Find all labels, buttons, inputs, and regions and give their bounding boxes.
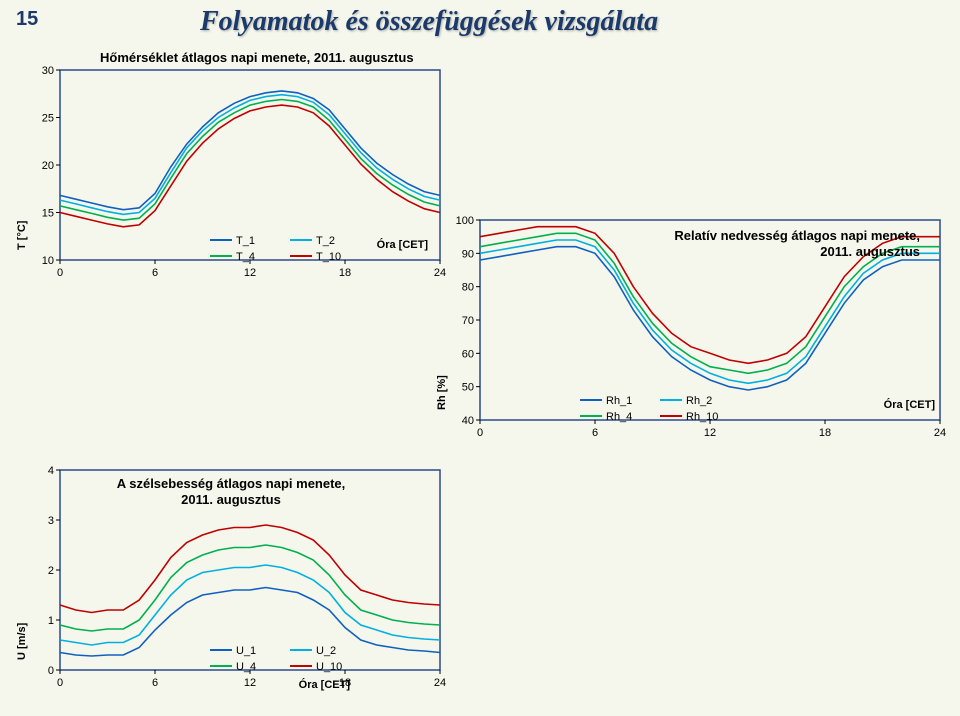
svg-text:2: 2: [48, 565, 54, 577]
svg-text:Rh_4: Rh_4: [606, 411, 632, 423]
svg-text:0: 0: [477, 427, 483, 439]
svg-text:12: 12: [244, 267, 256, 279]
svg-text:U_1: U_1: [236, 645, 256, 657]
svg-text:Rh_10: Rh_10: [686, 411, 718, 423]
svg-text:Relatív nedvesség átlagos napi: Relatív nedvesség átlagos napi menete,: [674, 228, 920, 243]
svg-text:U_10: U_10: [316, 661, 342, 673]
svg-text:10: 10: [42, 255, 54, 267]
svg-text:20: 20: [42, 160, 54, 172]
svg-text:18: 18: [339, 267, 351, 279]
svg-text:0: 0: [57, 267, 63, 279]
svg-text:24: 24: [934, 427, 946, 439]
svg-text:U_4: U_4: [236, 661, 256, 673]
wind-chart: 0123406121824U [m/s]A szélsebesség átlag…: [10, 440, 450, 700]
temperature-chart: 101520253006121824T [°C]Hőmérséklet átla…: [10, 40, 450, 290]
svg-text:T_2: T_2: [316, 235, 335, 247]
svg-text:24: 24: [434, 677, 446, 689]
svg-text:2011. augusztus: 2011. augusztus: [181, 492, 281, 507]
svg-text:Rh_2: Rh_2: [686, 395, 712, 407]
svg-text:25: 25: [42, 113, 54, 125]
svg-text:12: 12: [704, 427, 716, 439]
svg-text:40: 40: [462, 415, 474, 427]
svg-text:T_1: T_1: [236, 235, 255, 247]
svg-text:0: 0: [48, 665, 54, 677]
svg-text:50: 50: [462, 382, 474, 394]
svg-text:U_2: U_2: [316, 645, 336, 657]
svg-text:T_10: T_10: [316, 251, 341, 263]
svg-text:3: 3: [48, 515, 54, 527]
svg-text:6: 6: [152, 267, 158, 279]
svg-text:Óra [CET]: Óra [CET]: [884, 398, 936, 411]
svg-text:6: 6: [152, 677, 158, 689]
svg-text:18: 18: [819, 427, 831, 439]
svg-text:Hőmérséklet átlagos napi menet: Hőmérséklet átlagos napi menete, 2011. a…: [100, 50, 414, 65]
svg-text:T_4: T_4: [236, 251, 255, 263]
svg-text:1: 1: [48, 615, 54, 627]
svg-text:A szélsebesség átlagos napi me: A szélsebesség átlagos napi menete,: [117, 476, 346, 491]
svg-text:6: 6: [592, 427, 598, 439]
svg-text:80: 80: [462, 282, 474, 294]
slide-number-badge: 15: [16, 8, 38, 31]
svg-text:70: 70: [462, 315, 474, 327]
svg-text:Rh [%]: Rh [%]: [436, 375, 448, 410]
svg-text:2011. augusztus: 2011. augusztus: [820, 244, 920, 259]
svg-text:30: 30: [42, 65, 54, 77]
svg-text:0: 0: [57, 677, 63, 689]
svg-text:T [°C]: T [°C]: [16, 220, 28, 250]
svg-text:100: 100: [456, 215, 474, 227]
svg-text:Rh_1: Rh_1: [606, 395, 632, 407]
svg-text:Óra [CET]: Óra [CET]: [299, 678, 351, 691]
page-title: Folyamatok és összefüggések vizsgálata: [200, 6, 658, 38]
svg-text:15: 15: [42, 208, 54, 220]
svg-text:60: 60: [462, 348, 474, 360]
humidity-chart: 40 50 60 70 80 90 100 0 6 12 18 24 Rh [%] Relatív ned…: [430, 190, 950, 450]
svg-text:12: 12: [244, 677, 256, 689]
svg-text:Óra [CET]: Óra [CET]: [377, 238, 429, 251]
svg-text:4: 4: [48, 465, 54, 477]
svg-text:U [m/s]: U [m/s]: [16, 622, 28, 660]
svg-text:90: 90: [462, 248, 474, 260]
